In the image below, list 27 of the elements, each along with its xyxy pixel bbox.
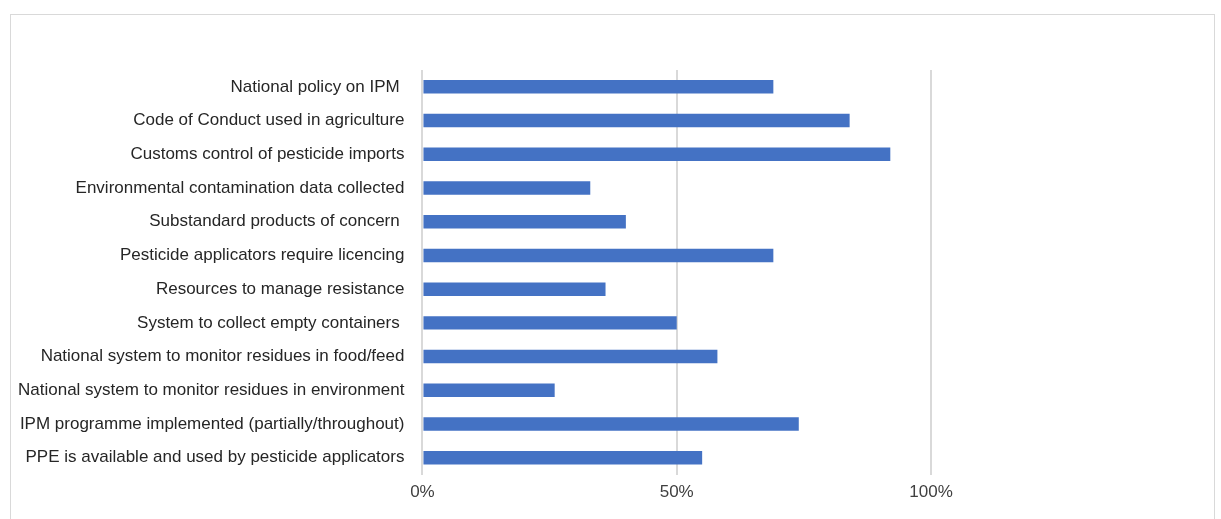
y-tick-label: IPM programme implemented (partially/throughout) — [19, 413, 405, 433]
y-tick-label: Environmental contamination data collected — [75, 177, 405, 197]
bar — [423, 147, 891, 162]
y-tick-label: PPE is available and used by pesticide applicators — [25, 447, 405, 467]
y-tick-label: System to collect empty containers — [137, 312, 405, 332]
bar — [423, 282, 606, 296]
y-tick-label: Resources to manage resistance — [155, 278, 405, 298]
bar — [423, 80, 774, 94]
bar — [423, 451, 703, 465]
y-tick-label: Pesticide applicators require licencing — [120, 245, 405, 265]
bar — [423, 181, 591, 195]
bar — [423, 214, 626, 229]
x-tick-label: 0% — [410, 482, 435, 502]
y-tick-label: National system to monitor residues in environment — [18, 380, 405, 399]
y-tick-label: National policy on IPM — [230, 76, 405, 96]
y-tick-label: Code of Conduct used in agriculture — [133, 110, 405, 130]
bar — [423, 316, 677, 330]
y-tick-label: National system to monitor residues in food/feed — [40, 346, 405, 366]
x-tick-label: 50% — [659, 482, 694, 502]
y-tick-label: Customs control of pesticide imports — [130, 143, 405, 163]
bar — [423, 383, 555, 398]
x-tick-label: 100% — [909, 482, 953, 502]
bar — [423, 113, 850, 128]
y-tick-label: Substandard products of concern — [149, 211, 405, 231]
bar — [423, 248, 774, 263]
bar — [423, 417, 799, 431]
bar — [423, 349, 718, 364]
